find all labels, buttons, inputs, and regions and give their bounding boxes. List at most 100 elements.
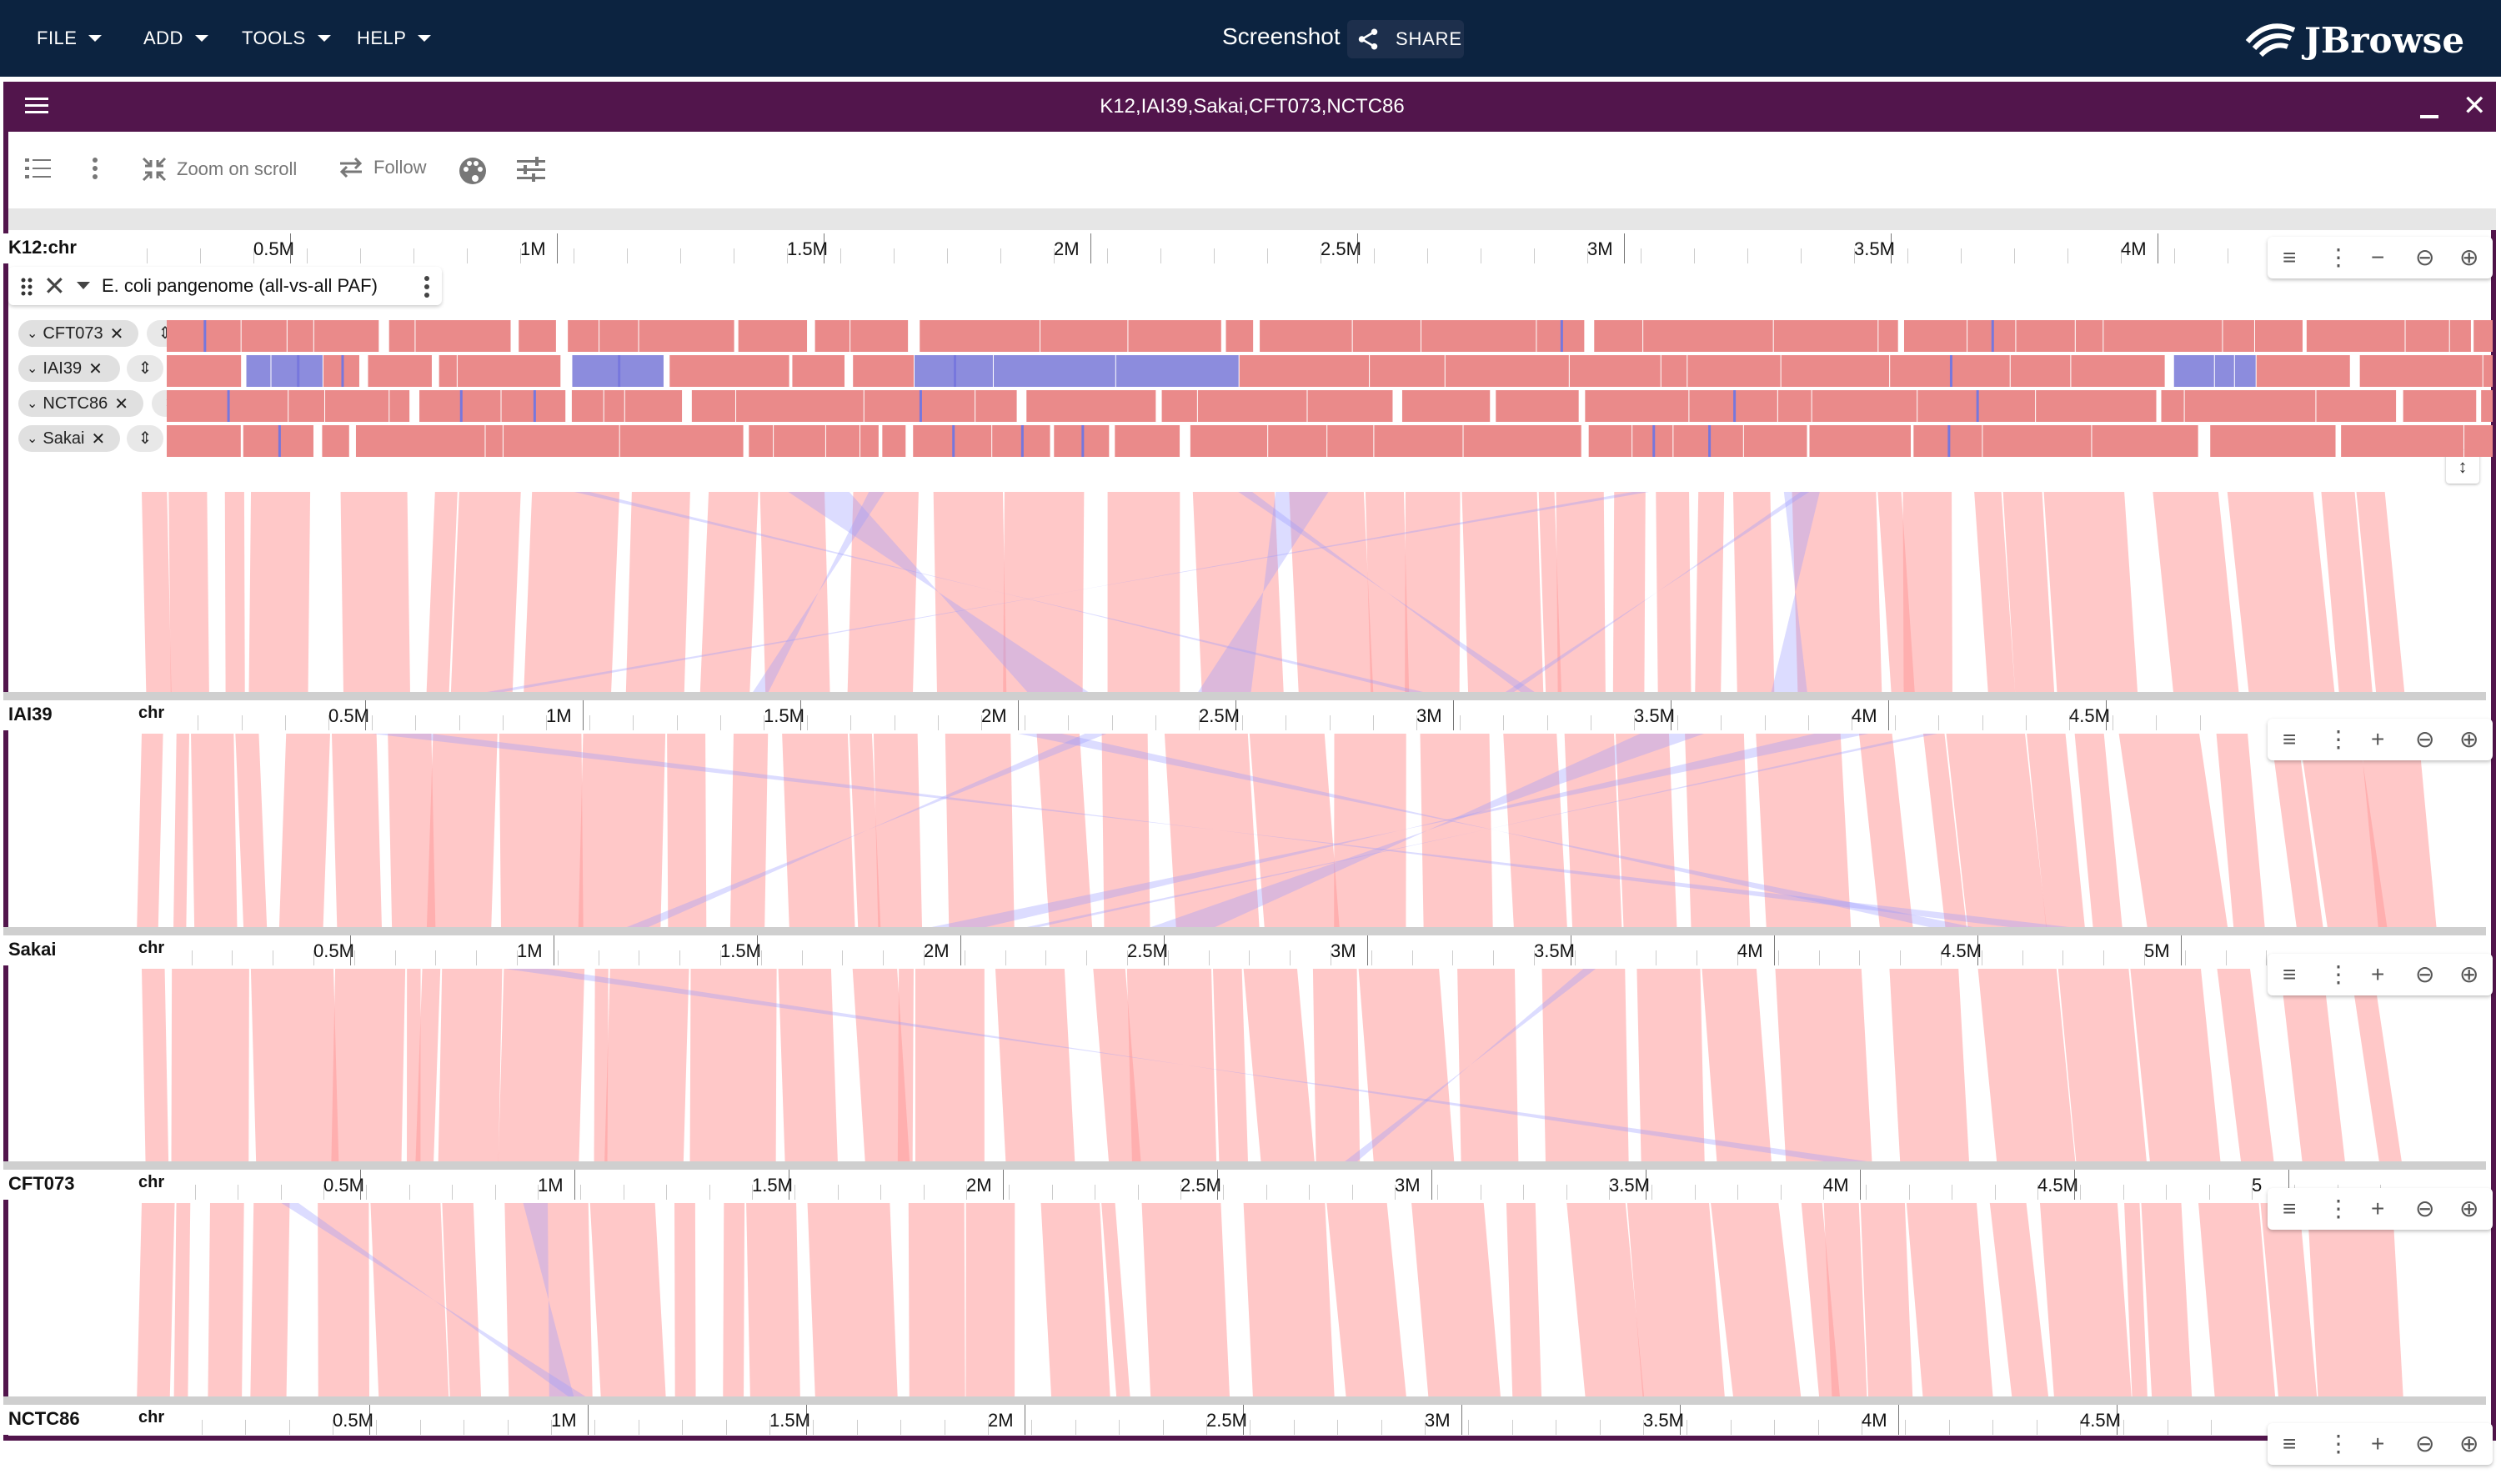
add-icon[interactable]: + xyxy=(2371,961,2385,987)
list-icon[interactable]: ≡ xyxy=(2283,961,2297,987)
subtrack-chip-sakai[interactable]: ⌄ Sakai ✕ xyxy=(18,425,120,452)
expand-subtrack-icon[interactable]: ⇕ xyxy=(127,425,163,452)
minor-tick xyxy=(360,248,361,263)
close-track-icon[interactable]: ✕ xyxy=(43,271,66,301)
major-tick xyxy=(2288,1170,2289,1200)
minor-tick xyxy=(2080,1185,2082,1200)
minor-tick xyxy=(1643,1420,1644,1435)
tick-label: 4.5M xyxy=(2037,1175,2078,1196)
remove-chip-icon[interactable]: ✕ xyxy=(91,429,106,449)
minor-tick xyxy=(1900,950,1902,965)
view-options-button[interactable] xyxy=(92,157,98,180)
subtrack-chip-nctc86[interactable]: ⌄ NCTC86 ✕ xyxy=(18,390,143,417)
minor-tick xyxy=(1503,715,1505,730)
ruler-row[interactable]: K12:chr 0.5M 1M 1.5M 2M 2.5M 3M 3.5M 4M xyxy=(3,233,2486,263)
minor-tick xyxy=(408,1185,410,1200)
zoom-out-icon[interactable]: ⊖ xyxy=(2415,961,2435,987)
tools-menu-button[interactable]: TOOLS xyxy=(242,22,331,55)
help-menu-button[interactable]: HELP xyxy=(357,22,432,55)
zoom-in-icon[interactable]: ⊕ xyxy=(2459,726,2479,752)
more-vert-icon[interactable]: ⋮ xyxy=(2327,726,2350,752)
add-icon[interactable]: + xyxy=(2371,726,2385,752)
list-icon[interactable]: ≡ xyxy=(2283,726,2297,752)
minor-tick xyxy=(1180,1185,1181,1200)
row-zoom-controls: ≡ ⋮ − ⊖ ⊕ xyxy=(2268,237,2493,278)
subtrack-chip-label: IAI39 xyxy=(43,358,83,378)
overview-scale-bar xyxy=(8,208,2496,230)
help-menu-label: HELP xyxy=(357,28,407,48)
settings-tune-button[interactable] xyxy=(517,157,545,182)
zoom-out-icon[interactable]: − xyxy=(2371,244,2385,270)
list-icon[interactable]: ≡ xyxy=(2283,244,2297,270)
tick-label: 3M xyxy=(1395,1175,1421,1196)
zoom-out-icon[interactable]: ⊖ xyxy=(2415,1196,2435,1221)
add-icon[interactable]: + xyxy=(2371,1196,2385,1221)
drag-handle-icon[interactable] xyxy=(20,277,33,297)
more-vert-icon[interactable]: ⋮ xyxy=(2327,961,2350,987)
minor-tick xyxy=(1817,1420,1819,1435)
minor-tick xyxy=(1721,715,1722,730)
minor-tick xyxy=(1730,1420,1732,1435)
resize-handle-icon[interactable]: ↕ xyxy=(2446,450,2479,484)
major-tick xyxy=(1431,1170,1432,1200)
minor-tick xyxy=(288,1420,290,1435)
major-tick xyxy=(960,935,961,965)
major-tick xyxy=(1898,1405,1899,1435)
zoom-out-icon[interactable]: ⊖ xyxy=(2415,244,2435,270)
minor-tick xyxy=(1208,950,1210,965)
minor-tick xyxy=(538,1185,539,1200)
session-title[interactable]: Screenshot xyxy=(1222,23,1341,49)
follow-toggle[interactable]: Follow xyxy=(338,157,427,178)
expand-subtrack-icon[interactable]: ⇕ xyxy=(147,320,183,347)
add-menu-button[interactable]: ADD xyxy=(143,22,208,55)
zoom-out-icon[interactable]: ⊖ xyxy=(2415,1431,2435,1456)
major-tick xyxy=(2117,1405,2118,1435)
add-icon[interactable]: + xyxy=(2371,1431,2385,1456)
list-icon[interactable]: ≡ xyxy=(2283,1196,2297,1221)
minor-tick xyxy=(1416,715,1417,730)
list-icon[interactable]: ≡ xyxy=(2283,1431,2297,1456)
zoom-in-icon[interactable]: ⊕ xyxy=(2459,1431,2479,1456)
minor-tick xyxy=(981,715,982,730)
ruler-row[interactable]: CFT073 chr 0.5M 1M 1.5M 2M 2.5M 3M 3.5M 4M 4.5M 5 xyxy=(3,1170,2486,1200)
track-menu-icon[interactable] xyxy=(424,275,430,298)
remove-chip-icon[interactable]: ✕ xyxy=(88,359,103,379)
tick-label: 3.5M xyxy=(1634,705,1675,726)
minimize-icon[interactable] xyxy=(2420,115,2438,118)
expand-subtrack-icon[interactable]: ⇕ xyxy=(152,390,188,417)
track-selector-button[interactable] xyxy=(25,157,52,180)
zoom-in-icon[interactable]: ⊕ xyxy=(2459,961,2479,987)
tick-label: 0.5M xyxy=(253,238,294,259)
more-vert-icon[interactable]: ⋮ xyxy=(2327,1196,2350,1221)
hamburger-menu-icon[interactable] xyxy=(25,95,48,115)
remove-chip-icon[interactable]: ✕ xyxy=(114,394,128,414)
minor-tick xyxy=(924,950,925,965)
minor-tick xyxy=(760,950,762,965)
minor-tick xyxy=(1534,248,1535,263)
file-menu-button[interactable]: FILE xyxy=(37,22,103,55)
ruler-row[interactable]: IAI39 chr 0.5M 1M 1.5M 2M 2.5M 3M 3.5M 4M 4.5M xyxy=(3,700,2486,730)
tick-label: 4.5M xyxy=(1941,940,1982,961)
color-palette-button[interactable] xyxy=(459,157,487,185)
zoom-on-scroll-toggle[interactable]: Zoom on scroll xyxy=(142,157,297,182)
major-tick xyxy=(588,1405,589,1435)
close-icon[interactable]: ✕ xyxy=(2463,90,2487,122)
collapse-track-icon[interactable] xyxy=(77,282,90,289)
remove-chip-icon[interactable]: ✕ xyxy=(109,324,124,343)
tick-label: 2.5M xyxy=(1199,705,1240,726)
tick-label: 1.5M xyxy=(769,1410,810,1431)
ruler-row[interactable]: NCTC86 chr 0.5M 1M 1.5M 2M 2.5M 3M 3.5M 4M 4.5M xyxy=(3,1405,2486,1435)
share-button[interactable]: SHARE xyxy=(1347,20,1464,58)
minor-tick xyxy=(2103,950,2105,965)
subtrack-chip-cft073[interactable]: ⌄ CFT073 ✕ xyxy=(18,320,138,347)
zoom-out-icon[interactable]: ⊖ xyxy=(2415,726,2435,752)
tools-menu-label: TOOLS xyxy=(242,28,306,48)
minor-tick xyxy=(2211,1420,2213,1435)
subtrack-chip-iai39[interactable]: ⌄ IAI39 ✕ xyxy=(18,355,120,382)
zoom-in-icon[interactable]: ⊕ xyxy=(2459,1196,2479,1221)
zoom-in-icon[interactable]: ⊕ xyxy=(2459,244,2479,270)
expand-subtrack-icon[interactable]: ⇕ xyxy=(127,355,163,382)
ruler-row[interactable]: Sakai chr 0.5M 1M 1.5M 2M 2.5M 3M 3.5M 4M 4.5M 5M xyxy=(3,935,2486,965)
more-vert-icon[interactable]: ⋮ xyxy=(2327,1431,2350,1456)
more-vert-icon[interactable]: ⋮ xyxy=(2327,244,2350,270)
